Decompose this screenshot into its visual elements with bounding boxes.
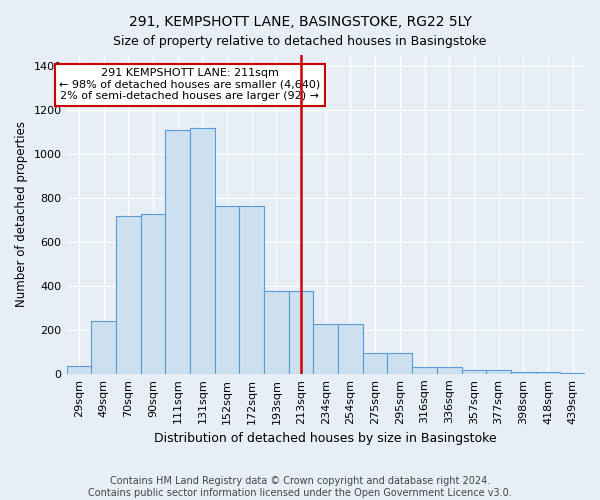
Bar xyxy=(338,324,363,374)
Bar xyxy=(437,367,461,374)
Bar xyxy=(91,322,116,374)
Bar xyxy=(536,372,560,374)
Bar xyxy=(289,290,313,374)
Bar xyxy=(412,367,437,374)
Text: 291 KEMPSHOTT LANE: 211sqm
← 98% of detached houses are smaller (4,640)
2% of se: 291 KEMPSHOTT LANE: 211sqm ← 98% of deta… xyxy=(59,68,320,102)
Bar xyxy=(486,370,511,374)
Bar xyxy=(313,324,338,374)
Bar xyxy=(560,372,585,374)
Y-axis label: Number of detached properties: Number of detached properties xyxy=(15,122,28,308)
Bar xyxy=(165,130,190,374)
X-axis label: Distribution of detached houses by size in Basingstoke: Distribution of detached houses by size … xyxy=(154,432,497,445)
Text: Size of property relative to detached houses in Basingstoke: Size of property relative to detached ho… xyxy=(113,35,487,48)
Bar xyxy=(461,370,486,374)
Bar xyxy=(116,216,140,374)
Bar xyxy=(67,366,91,374)
Bar xyxy=(190,128,215,374)
Bar xyxy=(140,214,165,374)
Bar xyxy=(215,206,239,374)
Bar xyxy=(363,353,388,374)
Bar xyxy=(511,372,536,374)
Bar xyxy=(239,206,264,374)
Text: Contains HM Land Registry data © Crown copyright and database right 2024.
Contai: Contains HM Land Registry data © Crown c… xyxy=(88,476,512,498)
Bar xyxy=(264,290,289,374)
Text: 291, KEMPSHOTT LANE, BASINGSTOKE, RG22 5LY: 291, KEMPSHOTT LANE, BASINGSTOKE, RG22 5… xyxy=(128,15,472,29)
Bar xyxy=(388,353,412,374)
